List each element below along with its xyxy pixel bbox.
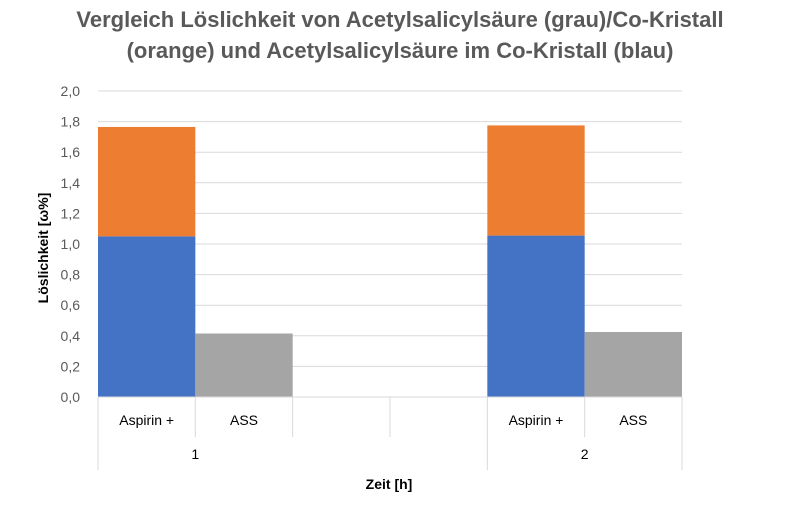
x-group-label: 2: [581, 446, 589, 462]
y-tick-label: 1,4: [61, 175, 81, 191]
x-category-label: ASS: [619, 412, 647, 428]
x-group-label: 1: [191, 446, 199, 462]
bar-segment: [195, 333, 293, 397]
y-tick-label: 0,8: [61, 267, 81, 283]
y-tick-label: 0,6: [61, 297, 81, 313]
chart-title: Vergleich Löslichkeit von Acetylsalicyls…: [40, 4, 760, 66]
x-axis-title: Zeit [h]: [366, 476, 413, 492]
bar-segment: [98, 126, 196, 237]
x-categories: Aspirin + ASS 1 Aspirin + ASS 2: [119, 412, 647, 462]
y-tick-label: 2,0: [61, 83, 81, 99]
chart-title-line-2: (orange) und Acetylsalicylsäure im Co-Kr…: [126, 38, 674, 63]
x-category-label: ASS: [230, 412, 258, 428]
x-axis: [97, 396, 683, 470]
y-tick-label: 0,0: [61, 389, 81, 405]
x-category-label: Aspirin +: [119, 412, 174, 428]
y-tick-label: 1,0: [61, 236, 81, 252]
bar-segment: [487, 235, 585, 397]
bars: [98, 125, 682, 397]
y-tick-label: 1,2: [61, 205, 81, 221]
y-axis: 0,0 0,2 0,4 0,6 0,8 1,0 1,2 1,4 1,6 1,8 2,0: [61, 83, 81, 405]
y-tick-label: 0,4: [61, 328, 81, 344]
chart-title-line-1: Vergleich Löslichkeit von Acetylsalicyls…: [76, 7, 724, 32]
y-axis-title: Löslichkeit [ω%]: [35, 193, 51, 304]
bar-segment: [98, 236, 196, 397]
bar-segment: [584, 331, 682, 397]
bar-segment: [487, 125, 585, 236]
y-tick-label: 0,2: [61, 358, 81, 374]
y-tick-label: 1,8: [61, 114, 81, 130]
y-tick-label: 1,6: [61, 144, 81, 160]
x-category-label: Aspirin +: [509, 412, 564, 428]
